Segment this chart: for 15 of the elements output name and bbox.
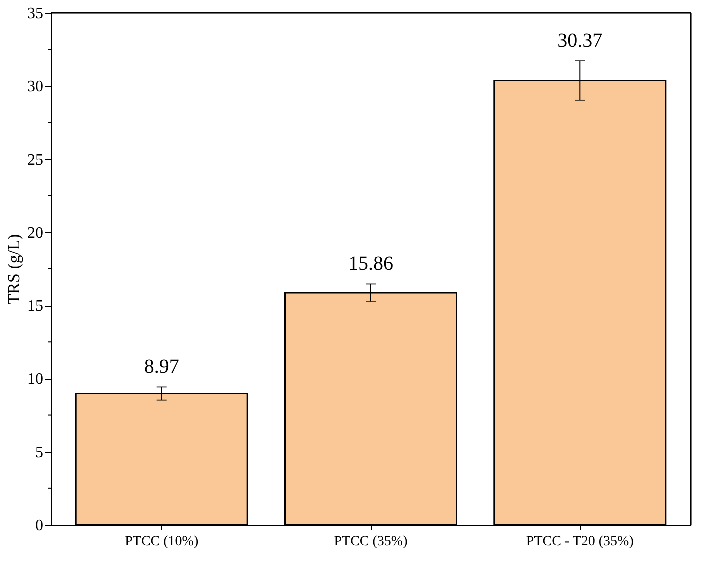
x-tick-label: PTCC (10%) [125, 534, 199, 550]
y-tick-label: 0 [36, 518, 44, 534]
y-tick-label: 20 [28, 224, 44, 242]
data-label: 8.97 [144, 356, 180, 378]
y-tick-label: 30 [28, 78, 44, 96]
y-tick-label: 5 [36, 444, 44, 462]
y-tick-label: 35 [28, 6, 44, 22]
y-tick-label: 25 [28, 152, 44, 169]
x-tick-label: PTCC - T20 (35%) [526, 534, 634, 550]
x-tick-label: PTCC (35%) [334, 534, 408, 550]
y-axis-title: TRS (g/L) [4, 234, 24, 305]
data-label: 30.37 [558, 30, 603, 52]
data-label: 15.86 [348, 253, 394, 276]
y-tick-label: 15 [28, 298, 44, 316]
y-tick-label: 10 [28, 371, 44, 388]
